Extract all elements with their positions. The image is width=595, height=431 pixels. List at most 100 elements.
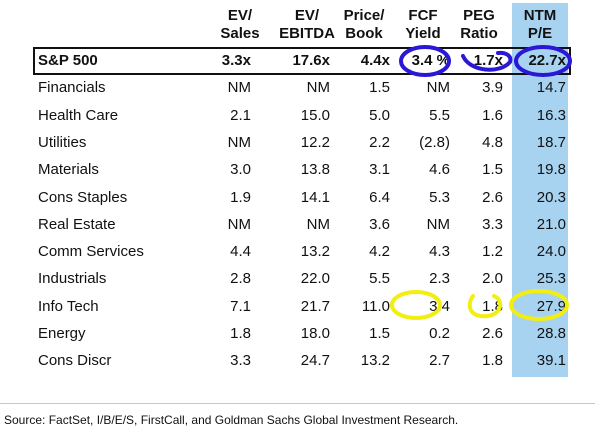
cell-fcf-yield: NM xyxy=(426,215,450,233)
header-ev-ebitda: EV/ EBITDA xyxy=(275,7,339,43)
table-row: Cons Staples 1.9 14.1 6.4 5.3 2.6 20.3 xyxy=(0,188,595,208)
cell-fcf-yield: 0.2 xyxy=(429,325,450,342)
cell-ev-ebitda: 21.7 xyxy=(300,297,330,315)
table-row: Comm Services 4.4 13.2 4.2 4.3 1.2 24.0 xyxy=(0,242,595,262)
cell-fcf-yield: NM xyxy=(426,79,450,97)
cell-peg-ratio: 1.5 xyxy=(482,161,503,179)
cell-ev-ebitda: NM xyxy=(306,215,330,233)
header-ev-sales-line2: Sales xyxy=(220,25,260,42)
cell-ev-sales: NM xyxy=(227,133,251,151)
row-label: Energy xyxy=(38,325,86,342)
cell-peg-ratio: 1.2 xyxy=(482,243,503,261)
row-label: Materials xyxy=(38,161,99,179)
cell-ntm-pe: 28.8 xyxy=(536,325,566,342)
row-label: Industrials xyxy=(38,270,107,288)
cell-price-book: 3.1 xyxy=(369,161,390,179)
cell-ev-sales: 4.4 xyxy=(230,243,251,261)
row-label: Real Estate xyxy=(38,215,116,233)
footer-divider xyxy=(0,403,595,404)
cell-ntm-pe: 14.7 xyxy=(536,79,566,97)
header-ntm-pe-line1: NTM xyxy=(523,7,557,24)
cell-price-book: 5.5 xyxy=(369,270,390,288)
header-ntm-pe-line2: P/E xyxy=(527,25,553,42)
cell-price-book: 13.2 xyxy=(360,352,390,370)
header-peg-ratio: PEG Ratio xyxy=(456,7,502,43)
table-row: Industrials 2.8 22.0 5.5 2.3 2.0 25.3 xyxy=(0,269,595,289)
cell-price-book: 2.2 xyxy=(369,133,390,151)
source-note: Source: FactSet, I/B/E/S, FirstCall, and… xyxy=(4,413,459,427)
cell-peg-ratio: 4.8 xyxy=(482,133,503,151)
cell-ev-ebitda: 12.2 xyxy=(300,133,330,151)
header-price-book-line1: Price/ xyxy=(343,7,385,24)
header-peg-ratio-line2: Ratio xyxy=(460,25,498,42)
header-ev-sales-line1: EV/ xyxy=(227,7,253,24)
row-label: Cons Discr xyxy=(38,352,112,370)
cell-ntm-pe: 39.1 xyxy=(536,352,566,370)
table-row: Financials NM NM 1.5 NM 3.9 14.7 xyxy=(0,78,595,98)
cell-fcf-yield: 3.4 xyxy=(429,297,450,315)
cell-price-book: 4.2 xyxy=(369,243,390,261)
cell-ntm-pe: 16.3 xyxy=(536,106,566,124)
cell-price-book: 3.6 xyxy=(369,215,390,233)
cell-ev-ebitda: 14.1 xyxy=(300,188,330,206)
cell-ntm-pe: 18.7 xyxy=(536,133,566,151)
cell-peg-ratio: 2.6 xyxy=(482,325,503,342)
row-label: Health Care xyxy=(38,106,119,124)
table-row: Info Tech 7.1 21.7 11.0 3.4 1.8 27.9 xyxy=(0,297,595,317)
cell-fcf-yield: 2.3 xyxy=(429,270,450,288)
cell-ntm-pe: 24.0 xyxy=(536,243,566,261)
cell-peg-ratio: 1.8 xyxy=(482,352,503,370)
header-ntm-pe: NTM P/E xyxy=(514,7,566,43)
header-peg-ratio-line1: PEG xyxy=(463,7,495,24)
cell-peg-ratio: 1.8 xyxy=(482,297,503,315)
cell-ev-ebitda: 13.8 xyxy=(300,161,330,179)
row-label: Utilities xyxy=(38,133,87,151)
cell-price-book: 11.0 xyxy=(361,297,390,315)
cell-price-book: 5.0 xyxy=(369,106,390,124)
table-row: Real Estate NM NM 3.6 NM 3.3 21.0 xyxy=(0,215,595,235)
cell-ev-sales: 1.9 xyxy=(230,188,251,206)
cell-price-book: 1.5 xyxy=(369,325,390,342)
cell-peg-ratio: 3.9 xyxy=(482,79,503,97)
header-ev-ebitda-line2: EBITDA xyxy=(279,25,335,42)
cell-ev-ebitda: NM xyxy=(306,79,330,97)
cell-ntm-pe: 21.0 xyxy=(536,215,566,233)
cell-ev-ebitda: 15.0 xyxy=(300,106,330,124)
cell-peg-ratio: 2.0 xyxy=(482,270,503,288)
header-ev-ebitda-line1: EV/ xyxy=(294,7,320,24)
table-row: Utilities NM 12.2 2.2 (2.8) 4.8 18.7 xyxy=(0,133,595,153)
cell-ev-sales: NM xyxy=(227,79,251,97)
cell-fcf-yield: (2.8) xyxy=(419,133,450,151)
cell-ntm-pe: 19.8 xyxy=(536,161,566,179)
cell-peg-ratio: 1.7x xyxy=(473,52,503,69)
cell-ev-sales: NM xyxy=(227,215,251,233)
cell-ntm-pe: 20.3 xyxy=(536,188,566,206)
cell-ev-sales: 2.8 xyxy=(230,270,251,288)
cell-peg-ratio: 2.6 xyxy=(482,188,503,206)
table-row: Energy 1.8 18.0 1.5 0.2 2.6 28.8 xyxy=(0,324,595,344)
cell-ntm-pe: 25.3 xyxy=(536,270,566,288)
cell-fcf-yield: 4.3 xyxy=(429,243,450,261)
cell-ev-sales: 7.1 xyxy=(230,297,251,315)
cell-ev-sales: 2.1 xyxy=(230,106,251,124)
cell-ev-ebitda: 13.2 xyxy=(300,243,330,261)
table-row: Materials 3.0 13.8 3.1 4.6 1.5 19.8 xyxy=(0,160,595,180)
row-label: Financials xyxy=(38,79,106,97)
cell-fcf-yield: 2.7 xyxy=(429,352,450,370)
header-fcf-yield-line2: Yield xyxy=(405,25,441,42)
cell-ev-ebitda: 18.0 xyxy=(300,325,330,342)
cell-fcf-yield: 3.4 % xyxy=(411,52,450,69)
cell-peg-ratio: 3.3 xyxy=(482,215,503,233)
cell-price-book: 4.4x xyxy=(360,52,390,69)
header-ev-sales: EV/ Sales xyxy=(213,7,267,43)
cell-ev-sales: 3.3 xyxy=(230,352,251,370)
row-label: Comm Services xyxy=(38,243,144,261)
row-label: Info Tech xyxy=(38,297,99,315)
header-price-book: Price/ Book xyxy=(338,7,390,43)
cell-price-book: 1.5 xyxy=(369,79,390,97)
cell-ev-sales: 1.8 xyxy=(230,325,251,342)
cell-ev-ebitda: 22.0 xyxy=(300,270,330,288)
cell-fcf-yield: 4.6 xyxy=(429,161,450,179)
row-label: S&P 500 xyxy=(38,52,98,69)
cell-ntm-pe: 22.7x xyxy=(528,52,566,69)
